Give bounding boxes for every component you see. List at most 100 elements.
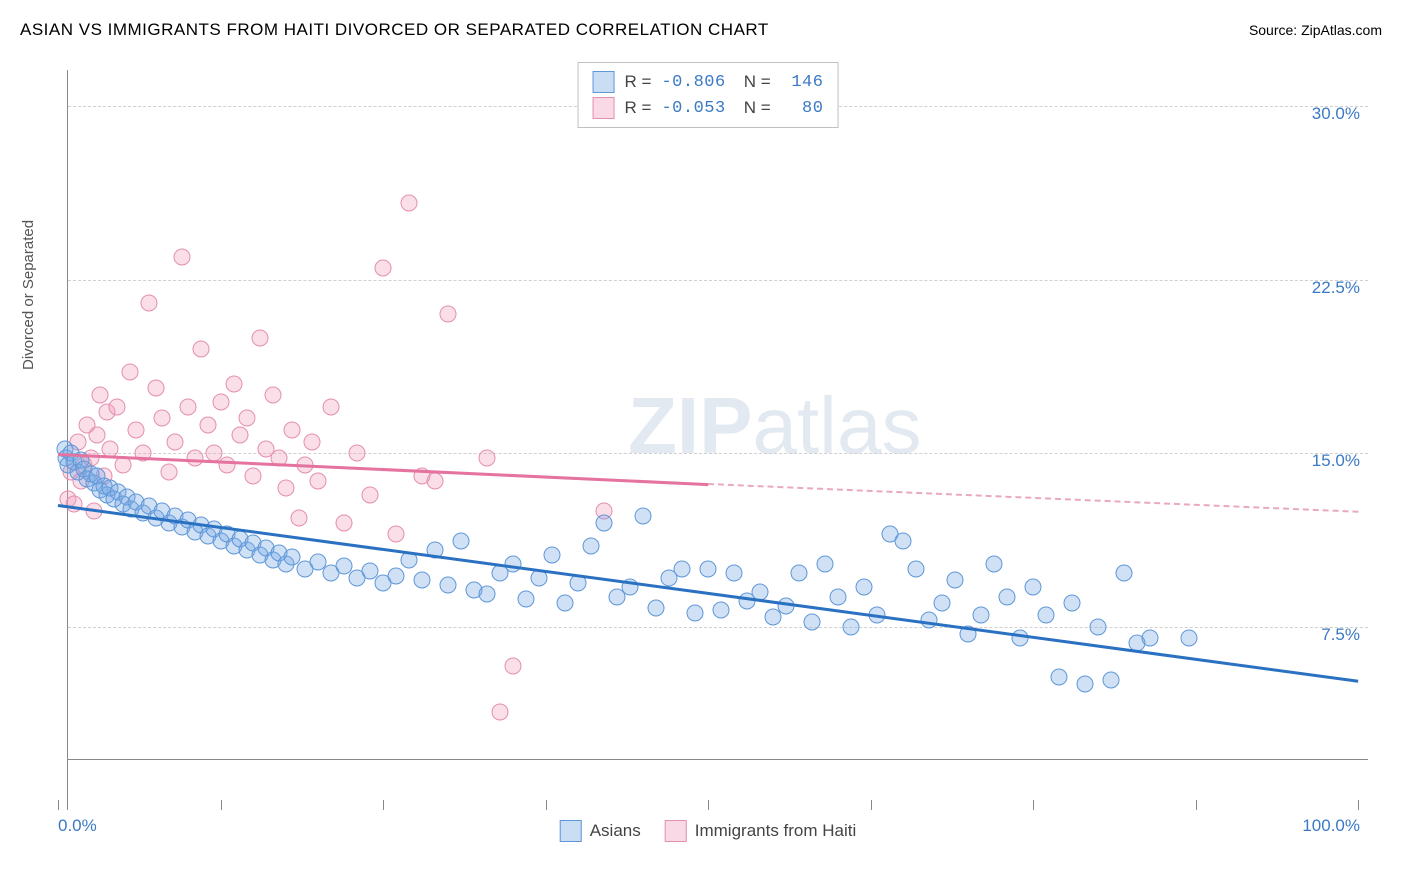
swatch-haiti-icon — [665, 820, 687, 842]
y-tick-label: 15.0% — [1312, 451, 1360, 471]
data-point — [700, 560, 717, 577]
data-point — [1090, 618, 1107, 635]
trend-line — [708, 483, 1358, 513]
data-point — [973, 607, 990, 624]
trend-line — [58, 453, 708, 486]
data-point — [388, 526, 405, 543]
data-point — [141, 294, 158, 311]
x-tick — [1358, 800, 1359, 810]
data-point — [726, 565, 743, 582]
data-point — [154, 410, 171, 427]
data-point — [147, 380, 164, 397]
data-point — [1025, 579, 1042, 596]
swatch-haiti — [593, 97, 615, 119]
data-point — [947, 572, 964, 589]
x-tick-label: 100.0% — [1302, 816, 1360, 836]
data-point — [128, 422, 145, 439]
x-tick — [1033, 800, 1034, 810]
data-point — [648, 600, 665, 617]
data-point — [349, 445, 366, 462]
correlation-chart: Divorced or Separated ZIPatlas 7.5%15.0%… — [48, 50, 1368, 840]
data-point — [284, 422, 301, 439]
r-value-asians: -0.806 — [661, 73, 725, 92]
chart-title: ASIAN VS IMMIGRANTS FROM HAITI DIVORCED … — [20, 20, 769, 40]
data-point — [453, 533, 470, 550]
source-label: Source: ZipAtlas.com — [1249, 22, 1382, 38]
data-point — [713, 602, 730, 619]
plot-area: ZIPatlas 7.5%15.0%22.5%30.0% — [58, 60, 1358, 800]
x-tick — [1196, 800, 1197, 810]
data-point — [1181, 630, 1198, 647]
data-point — [1142, 630, 1159, 647]
stats-row-asians: R = -0.806 N = 146 — [593, 69, 824, 95]
data-point — [427, 472, 444, 489]
data-point — [674, 560, 691, 577]
data-point — [479, 586, 496, 603]
y-tick-label: 22.5% — [1312, 278, 1360, 298]
data-point — [362, 486, 379, 503]
n-value-asians: 146 — [781, 73, 824, 92]
data-point — [310, 472, 327, 489]
data-point — [999, 588, 1016, 605]
x-tick — [708, 800, 709, 810]
y-tick-label: 7.5% — [1321, 625, 1360, 645]
legend-item-haiti: Immigrants from Haiti — [665, 820, 857, 842]
data-point — [1116, 565, 1133, 582]
n-value-haiti: 80 — [781, 99, 824, 118]
data-point — [505, 657, 522, 674]
x-axis — [68, 759, 1368, 760]
data-point — [251, 329, 268, 346]
data-point — [492, 704, 509, 721]
swatch-asians-icon — [560, 820, 582, 842]
data-point — [440, 576, 457, 593]
data-point — [388, 567, 405, 584]
data-point — [303, 433, 320, 450]
x-tick — [58, 800, 59, 810]
trend-line — [58, 504, 1358, 682]
data-point — [804, 613, 821, 630]
data-point — [199, 417, 216, 434]
stats-row-haiti: R = -0.053 N = 80 — [593, 95, 824, 121]
data-point — [440, 306, 457, 323]
grid-line — [68, 280, 1368, 281]
data-point — [290, 509, 307, 526]
data-point — [1077, 676, 1094, 693]
data-point — [212, 394, 229, 411]
data-point — [264, 387, 281, 404]
data-point — [1012, 630, 1029, 647]
data-point — [180, 398, 197, 415]
data-point — [921, 611, 938, 628]
data-point — [375, 260, 392, 277]
series-legend: Asians Immigrants from Haiti — [560, 820, 857, 842]
data-point — [245, 468, 262, 485]
data-point — [1051, 669, 1068, 686]
data-point — [401, 195, 418, 212]
data-point — [232, 426, 249, 443]
stats-legend: R = -0.806 N = 146 R = -0.053 N = 80 — [578, 62, 839, 128]
watermark: ZIPatlas — [628, 380, 921, 472]
data-point — [219, 456, 236, 473]
data-point — [635, 507, 652, 524]
data-point — [687, 604, 704, 621]
data-point — [238, 410, 255, 427]
data-point — [479, 449, 496, 466]
legend-item-asians: Asians — [560, 820, 641, 842]
data-point — [91, 387, 108, 404]
data-point — [596, 514, 613, 531]
data-point — [193, 341, 210, 358]
data-point — [557, 595, 574, 612]
x-tick — [546, 800, 547, 810]
x-tick — [221, 800, 222, 810]
data-point — [65, 496, 82, 513]
data-point — [160, 463, 177, 480]
data-point — [856, 579, 873, 596]
data-point — [934, 595, 951, 612]
grid-line — [68, 627, 1368, 628]
data-point — [843, 618, 860, 635]
data-point — [830, 588, 847, 605]
data-point — [518, 590, 535, 607]
x-tick — [871, 800, 872, 810]
data-point — [1064, 595, 1081, 612]
data-point — [986, 556, 1003, 573]
data-point — [817, 556, 834, 573]
